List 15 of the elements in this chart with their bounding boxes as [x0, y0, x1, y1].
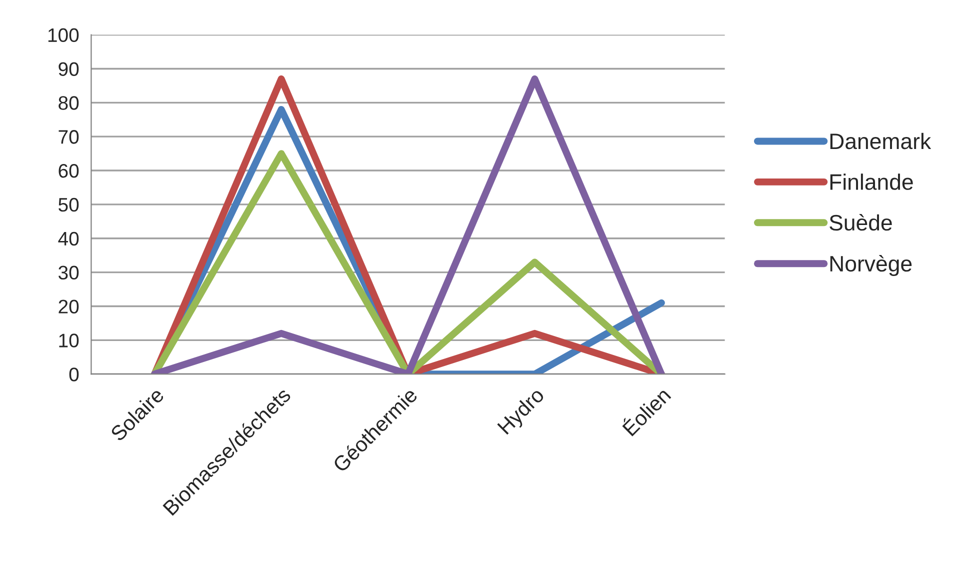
- y-tick-label: 60: [58, 164, 79, 178]
- y-tick-label: 80: [58, 96, 79, 110]
- legend-label: Norvège: [830, 255, 912, 276]
- legend-label: Finlande: [830, 174, 913, 190]
- y-tick-label: 50: [58, 198, 79, 212]
- y-tick-label: 70: [58, 130, 79, 144]
- y-tick-label: 40: [58, 232, 79, 246]
- y-tick-label: 90: [58, 62, 79, 76]
- legend-label: Danemark: [830, 132, 932, 150]
- y-tick-label: 10: [59, 334, 79, 348]
- legend-label: Suède: [830, 214, 892, 231]
- y-tick-label: 20: [58, 300, 79, 314]
- y-tick-label: 30: [58, 266, 79, 280]
- y-tick-label: 0: [69, 368, 79, 382]
- y-tick-label: 100: [48, 28, 79, 42]
